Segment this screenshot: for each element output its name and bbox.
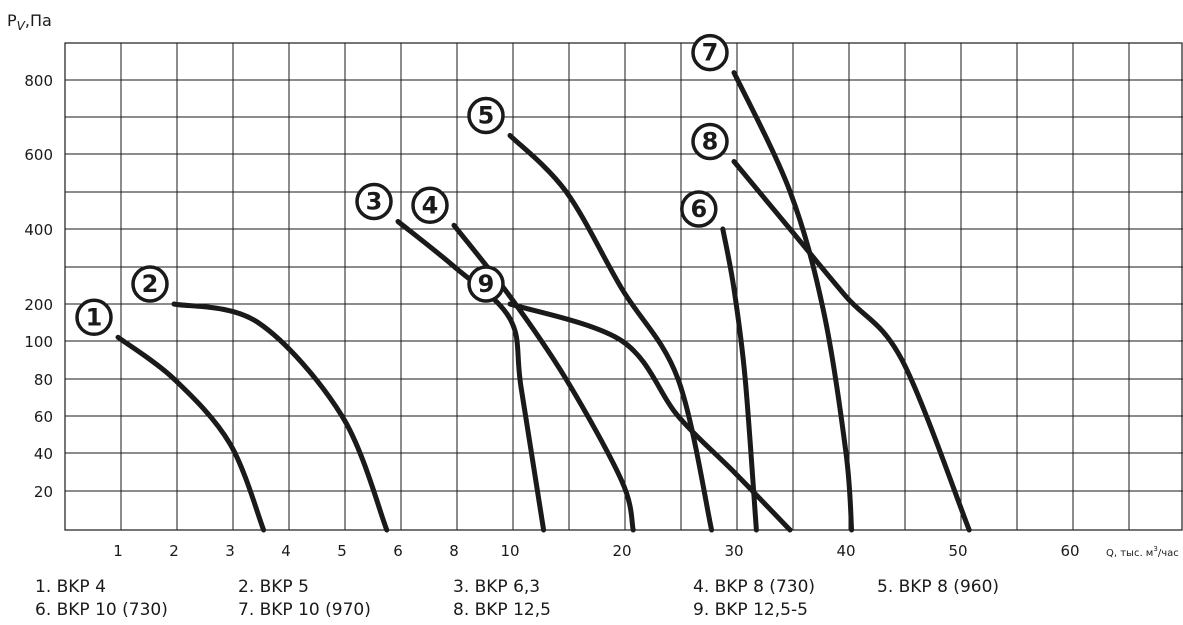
y-tick-label: 400: [24, 221, 53, 239]
curve-marker-label-4: 4: [422, 191, 439, 219]
curve-3: [395, 219, 547, 533]
curve-marker-1: [75, 298, 113, 337]
x-tick-label: 5: [337, 542, 347, 560]
y-axis-label: PV,Па: [7, 11, 52, 33]
curve-2: [171, 301, 390, 533]
curve-marker-label-5: 5: [478, 102, 495, 130]
curve-6: [720, 226, 759, 533]
x-tick-label: 3: [225, 542, 235, 560]
x-tick-label: 10: [500, 542, 519, 560]
legend-item-9: 9. BKP 12,5-5: [693, 600, 808, 620]
curve-marker-label-2: 2: [142, 270, 159, 298]
curve-marker-5: [467, 96, 505, 135]
legend-item-2: 2. BKP 5: [238, 577, 309, 597]
y-tick-label: 20: [34, 483, 53, 501]
chart-figure: 20 40 60 80 100 200 400 600 800 1 2 3 4 5 6 8 10 20 30 40 50…: [7, 11, 1183, 560]
legend: 1. BKP 4 2. BKP 5 3. BKP 6,3 4. BKP 8 (7…: [0, 574, 1183, 624]
x-tick-label: 60: [1060, 542, 1079, 560]
curve-marker-label-6: 6: [690, 195, 707, 223]
y-tick-label: 60: [34, 408, 53, 426]
curve-marker-8: [691, 122, 729, 161]
curve-marker-label-8: 8: [702, 128, 719, 156]
curve-1: [115, 334, 267, 533]
legend-item-7: 7. BKP 10 (970): [238, 600, 371, 620]
legend-item-3: 3. BKP 6,3: [453, 577, 541, 597]
curve-8: [731, 159, 972, 533]
curve-marker-label-9: 9: [478, 270, 495, 298]
curve-marker-3: [355, 182, 393, 221]
curve-marker-9: [467, 265, 505, 303]
x-tick-label: 1: [113, 542, 123, 560]
curve-marker-2: [131, 265, 169, 303]
curve-marker-label-7: 7: [702, 39, 719, 67]
legend-item-5: 5. BKP 8 (960): [877, 577, 1000, 597]
legend-item-1: 1. BKP 4: [35, 577, 106, 597]
curve-marker-4: [411, 186, 449, 224]
x-tick-label: 40: [836, 542, 855, 560]
x-tick-label: 6: [393, 542, 403, 560]
y-tick-label: 100: [24, 333, 53, 351]
curve-5: [507, 133, 715, 533]
x-tick-label: 20: [612, 542, 631, 560]
y-tick-label: 600: [24, 146, 53, 164]
curve-marker-label-3: 3: [366, 188, 383, 216]
legend-item-8: 8. BKP 12,5: [453, 600, 551, 620]
x-tick-label: 8: [449, 542, 459, 560]
curve-marker-7: [691, 33, 729, 72]
curve-marker-6: [680, 190, 718, 228]
legend-item-4: 4. BKP 8 (730): [693, 577, 816, 597]
legend-item-6: 6. BKP 10 (730): [35, 600, 168, 620]
x-tick-label: 4: [281, 542, 291, 560]
curve-marker-label-1: 1: [86, 303, 103, 331]
curve-9: [507, 301, 793, 533]
y-tick-label: 40: [34, 445, 53, 463]
y-tick-label: 800: [24, 72, 53, 90]
x-tick-label: 30: [724, 542, 743, 560]
plot-frame: [64, 42, 1183, 531]
y-tick-label: 80: [34, 371, 53, 389]
x-tick-label: 2: [169, 542, 179, 560]
y-tick-label: 200: [24, 296, 53, 314]
x-axis-label: Q, тыс. м3/час: [1106, 545, 1179, 559]
curve-7: [731, 70, 855, 533]
x-tick-label: 50: [948, 542, 967, 560]
